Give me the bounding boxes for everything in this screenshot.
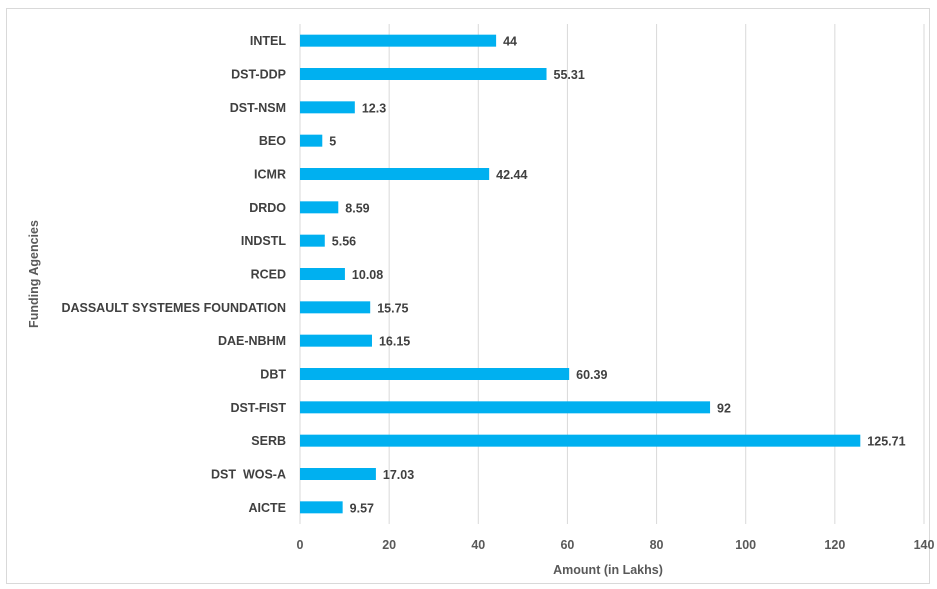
x-tick-label: 120 <box>824 538 845 552</box>
category-label: RCED <box>251 268 286 282</box>
bar <box>300 201 339 214</box>
value-label: 8.59 <box>345 201 369 215</box>
bar <box>300 168 490 180</box>
value-label: 15.75 <box>377 301 408 315</box>
value-label: 9.57 <box>350 501 374 515</box>
value-label: 17.03 <box>383 468 414 482</box>
x-tick-labels: 0 20 40 60 80 100 120 140 <box>297 538 935 552</box>
x-tick-label: 60 <box>560 538 574 552</box>
category-label: DBT <box>260 368 286 382</box>
category-label: INTEL <box>250 34 286 48</box>
chart-frame <box>6 8 930 584</box>
bar <box>300 334 372 347</box>
category-label: AICTE <box>249 501 287 515</box>
category-label: DRDO <box>249 201 286 215</box>
bar <box>300 501 343 514</box>
x-tick-label: 140 <box>914 538 935 552</box>
x-tick-label: 40 <box>471 538 485 552</box>
category-label: SERB <box>251 434 286 448</box>
x-tick-label: 20 <box>382 538 396 552</box>
value-label: 5 <box>329 135 336 149</box>
value-label: 44 <box>503 35 517 49</box>
value-label: 125.71 <box>867 435 905 449</box>
value-label: 60.39 <box>576 368 607 382</box>
bar <box>300 34 497 47</box>
bar <box>300 468 376 480</box>
bar <box>300 68 547 80</box>
bar <box>300 134 323 147</box>
category-label: DST-NSM <box>230 101 286 115</box>
category-label: DASSAULT SYSTEMES FOUNDATION <box>61 301 286 315</box>
bar <box>300 234 325 247</box>
category-label: DST-FIST <box>230 401 286 415</box>
category-label: INDSTL <box>241 234 287 248</box>
value-label: 55.31 <box>554 68 585 82</box>
gridlines <box>299 24 925 524</box>
bar <box>300 368 570 380</box>
category-label: BEO <box>259 134 286 148</box>
bar <box>300 401 711 414</box>
category-label: ICMR <box>254 168 286 182</box>
bars <box>300 34 861 514</box>
bar <box>300 101 355 114</box>
category-label: DAE-NBHM <box>218 334 286 348</box>
value-label: 42.44 <box>496 168 527 182</box>
category-labels: INTEL DST-DDP DST-NSM BEO ICMR DRDO INDSTL RCED… <box>61 34 286 515</box>
value-label: 5.56 <box>332 235 356 249</box>
value-label: 10.08 <box>352 268 383 282</box>
x-tick-label: 100 <box>735 538 756 552</box>
category-label: DST WOS-A <box>211 468 286 482</box>
category-label: DST-DDP <box>231 68 286 82</box>
bar <box>300 268 345 280</box>
value-labels: 44 55.31 12.3 5 42.44 8.59 5.56 10.08 15.75 16.15… <box>329 35 905 516</box>
value-label: 92 <box>717 401 731 415</box>
value-label: 16.15 <box>379 335 410 349</box>
bar <box>300 301 371 314</box>
value-label: 12.3 <box>362 101 386 115</box>
bar <box>300 434 861 447</box>
x-tick-label: 80 <box>650 538 664 552</box>
y-axis-title: Funding Agencies <box>27 220 41 328</box>
x-tick-label: 0 <box>297 538 304 552</box>
x-axis-title: Amount (in Lakhs) <box>553 563 663 577</box>
